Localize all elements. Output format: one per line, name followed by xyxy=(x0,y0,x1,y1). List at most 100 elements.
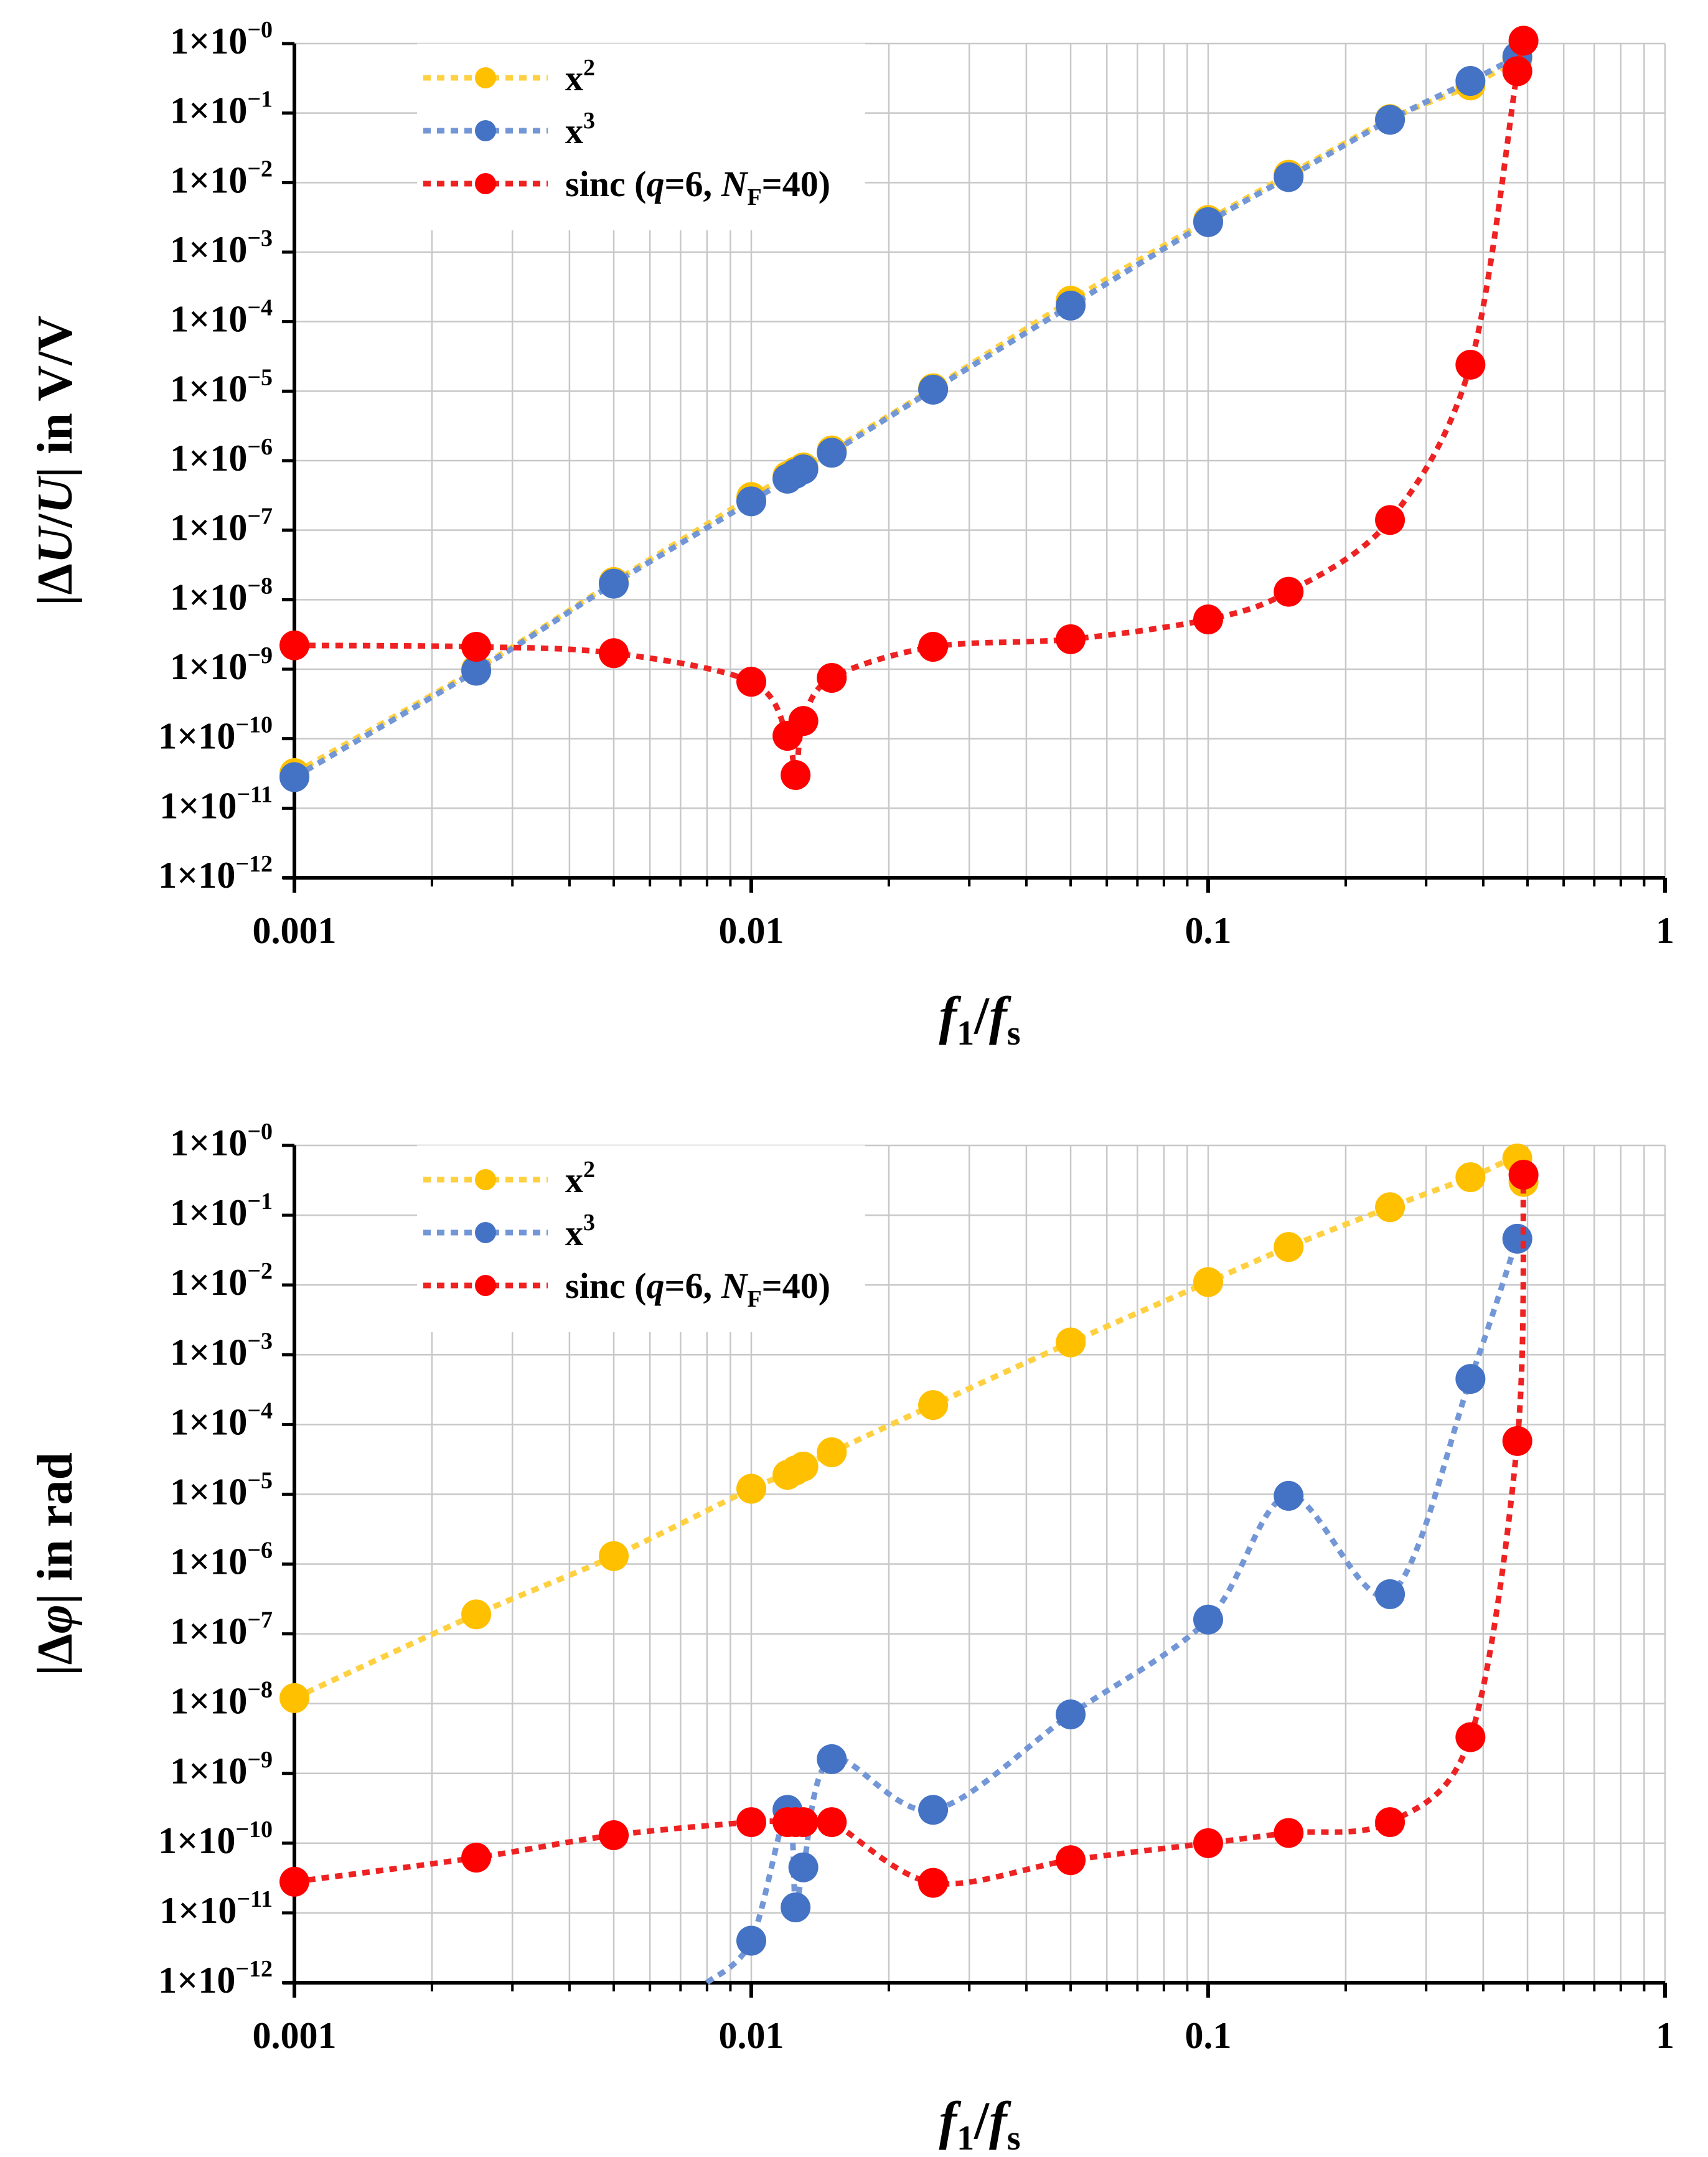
y-tick-exponent: −5 xyxy=(247,364,273,390)
x-tick-label: 0.01 xyxy=(719,2015,784,2056)
y-tick-label: 1×10−10 xyxy=(158,1816,273,1861)
y-tick-label: 1×10−5 xyxy=(170,364,273,409)
legend-label-part: =6, xyxy=(665,1266,721,1306)
data-point xyxy=(1455,349,1486,380)
y-tick-mantissa: 1×10 xyxy=(170,1611,247,1652)
y-tick-label: 1×10−6 xyxy=(170,434,273,479)
legend-label-part: q xyxy=(647,164,665,204)
y-axis-label-part: / xyxy=(28,513,83,529)
legend-label-part: =40) xyxy=(762,1266,830,1306)
x-axis-label-part: / xyxy=(974,985,990,1045)
y-tick-exponent: −2 xyxy=(247,156,273,182)
legend-label-part: sinc ( xyxy=(565,164,647,204)
data-point xyxy=(736,667,766,697)
legend-marker xyxy=(475,1275,496,1296)
y-tick-mantissa: 1×10 xyxy=(170,21,247,62)
y-tick-exponent: −12 xyxy=(235,1956,273,1982)
data-point xyxy=(1375,1579,1405,1609)
y-tick-label: 1×10−9 xyxy=(170,1747,273,1792)
y-tick-label: 1×10−11 xyxy=(159,781,273,826)
legend-label-sup: 2 xyxy=(583,1157,595,1183)
data-point xyxy=(599,1820,629,1851)
y-tick-exponent: −8 xyxy=(247,573,273,599)
y-tick-mantissa: 1×10 xyxy=(170,368,247,409)
legend-label: x3 xyxy=(565,108,595,151)
legend-label: sinc (q=6, NF=40) xyxy=(565,1266,830,1312)
data-point xyxy=(918,1390,949,1421)
y-tick-mantissa: 1×10 xyxy=(158,855,235,896)
y-tick-label: 1×10−1 xyxy=(170,87,273,131)
x-axis-label: f1/fs xyxy=(939,985,1021,1053)
series-line xyxy=(293,54,1519,780)
y-tick-exponent: −0 xyxy=(247,1119,273,1145)
y-tick-label: 1×10−3 xyxy=(170,1328,273,1373)
legend-marker xyxy=(475,173,496,194)
legend-label-part: x xyxy=(565,1213,583,1253)
data-point xyxy=(781,1892,811,1923)
data-point xyxy=(1455,66,1486,96)
data-point xyxy=(1375,1807,1405,1838)
data-point xyxy=(1508,1160,1539,1190)
data-point xyxy=(461,632,492,662)
x-axis-label-part: 1 xyxy=(957,1014,974,1053)
data-point xyxy=(279,1683,309,1713)
y-axis-label-part: |Δ xyxy=(28,1633,83,1676)
legend-label-part: q xyxy=(647,1266,665,1306)
legend-label-sub: F xyxy=(747,1286,761,1312)
data-point xyxy=(918,1868,949,1898)
legend-label-part: x xyxy=(565,58,583,98)
data-point xyxy=(461,1843,492,1873)
y-tick-exponent: −4 xyxy=(247,1398,273,1424)
legend-label-sub: F xyxy=(747,184,761,210)
y-tick-label: 1×10−2 xyxy=(170,1258,273,1303)
data-point xyxy=(788,1451,819,1482)
x-axis-label: f1/fs xyxy=(939,2090,1021,2157)
data-point xyxy=(1274,1232,1304,1262)
legend-label-part: =6, xyxy=(665,164,721,204)
y-tick-label: 1×10−11 xyxy=(159,1886,273,1931)
legend-entry: x3 xyxy=(423,108,595,151)
y-tick-exponent: −7 xyxy=(247,1607,273,1633)
legend-label-part: =40) xyxy=(762,164,830,204)
data-point xyxy=(817,1807,847,1838)
data-point xyxy=(1056,1845,1086,1876)
legend-label-sup: 3 xyxy=(583,108,595,134)
data-point xyxy=(817,1437,847,1467)
y-tick-exponent: −7 xyxy=(247,504,273,530)
legend-marker xyxy=(475,120,496,141)
data-point xyxy=(461,1599,492,1630)
y-tick-mantissa: 1×10 xyxy=(170,1332,247,1373)
y-tick-label: 1×10−7 xyxy=(170,1607,273,1652)
y-tick-mantissa: 1×10 xyxy=(170,438,247,479)
y-tick-exponent: −2 xyxy=(247,1258,273,1284)
x-axis-label-part: 1 xyxy=(957,2119,974,2157)
data-point xyxy=(1193,1828,1223,1858)
legend-label: x3 xyxy=(565,1210,595,1253)
legend-label-sup: 2 xyxy=(583,55,595,81)
x-tick-label: 1 xyxy=(1656,2015,1674,2056)
y-tick-mantissa: 1×10 xyxy=(170,1262,247,1303)
data-point xyxy=(1455,1162,1486,1193)
y-tick-mantissa: 1×10 xyxy=(159,785,237,826)
data-point xyxy=(599,1541,629,1571)
data-point xyxy=(817,438,847,468)
data-point xyxy=(1274,1818,1304,1848)
y-tick-label: 1×10−0 xyxy=(170,17,273,62)
legend-label: sinc (q=6, NF=40) xyxy=(565,164,830,210)
y-tick-mantissa: 1×10 xyxy=(170,1471,247,1512)
data-point xyxy=(279,762,309,792)
data-point xyxy=(279,630,309,660)
data-point xyxy=(817,662,847,693)
y-tick-mantissa: 1×10 xyxy=(170,1192,247,1233)
x-tick-label: 0.1 xyxy=(1185,910,1232,951)
data-point xyxy=(599,638,629,669)
data-point xyxy=(1274,162,1304,192)
chart-panel-top: 0.001 0.01 0.1 11×10−121×10−111×10−101×10−9… xyxy=(28,17,1674,1053)
data-point xyxy=(736,486,766,517)
series-sinc xyxy=(279,1160,1539,1898)
series-line xyxy=(294,1174,1527,1887)
data-point xyxy=(1375,1192,1405,1223)
data-point xyxy=(1193,1267,1223,1297)
y-tick-label: 1×10−0 xyxy=(170,1119,273,1163)
y-tick-label: 1×10−1 xyxy=(170,1188,273,1233)
